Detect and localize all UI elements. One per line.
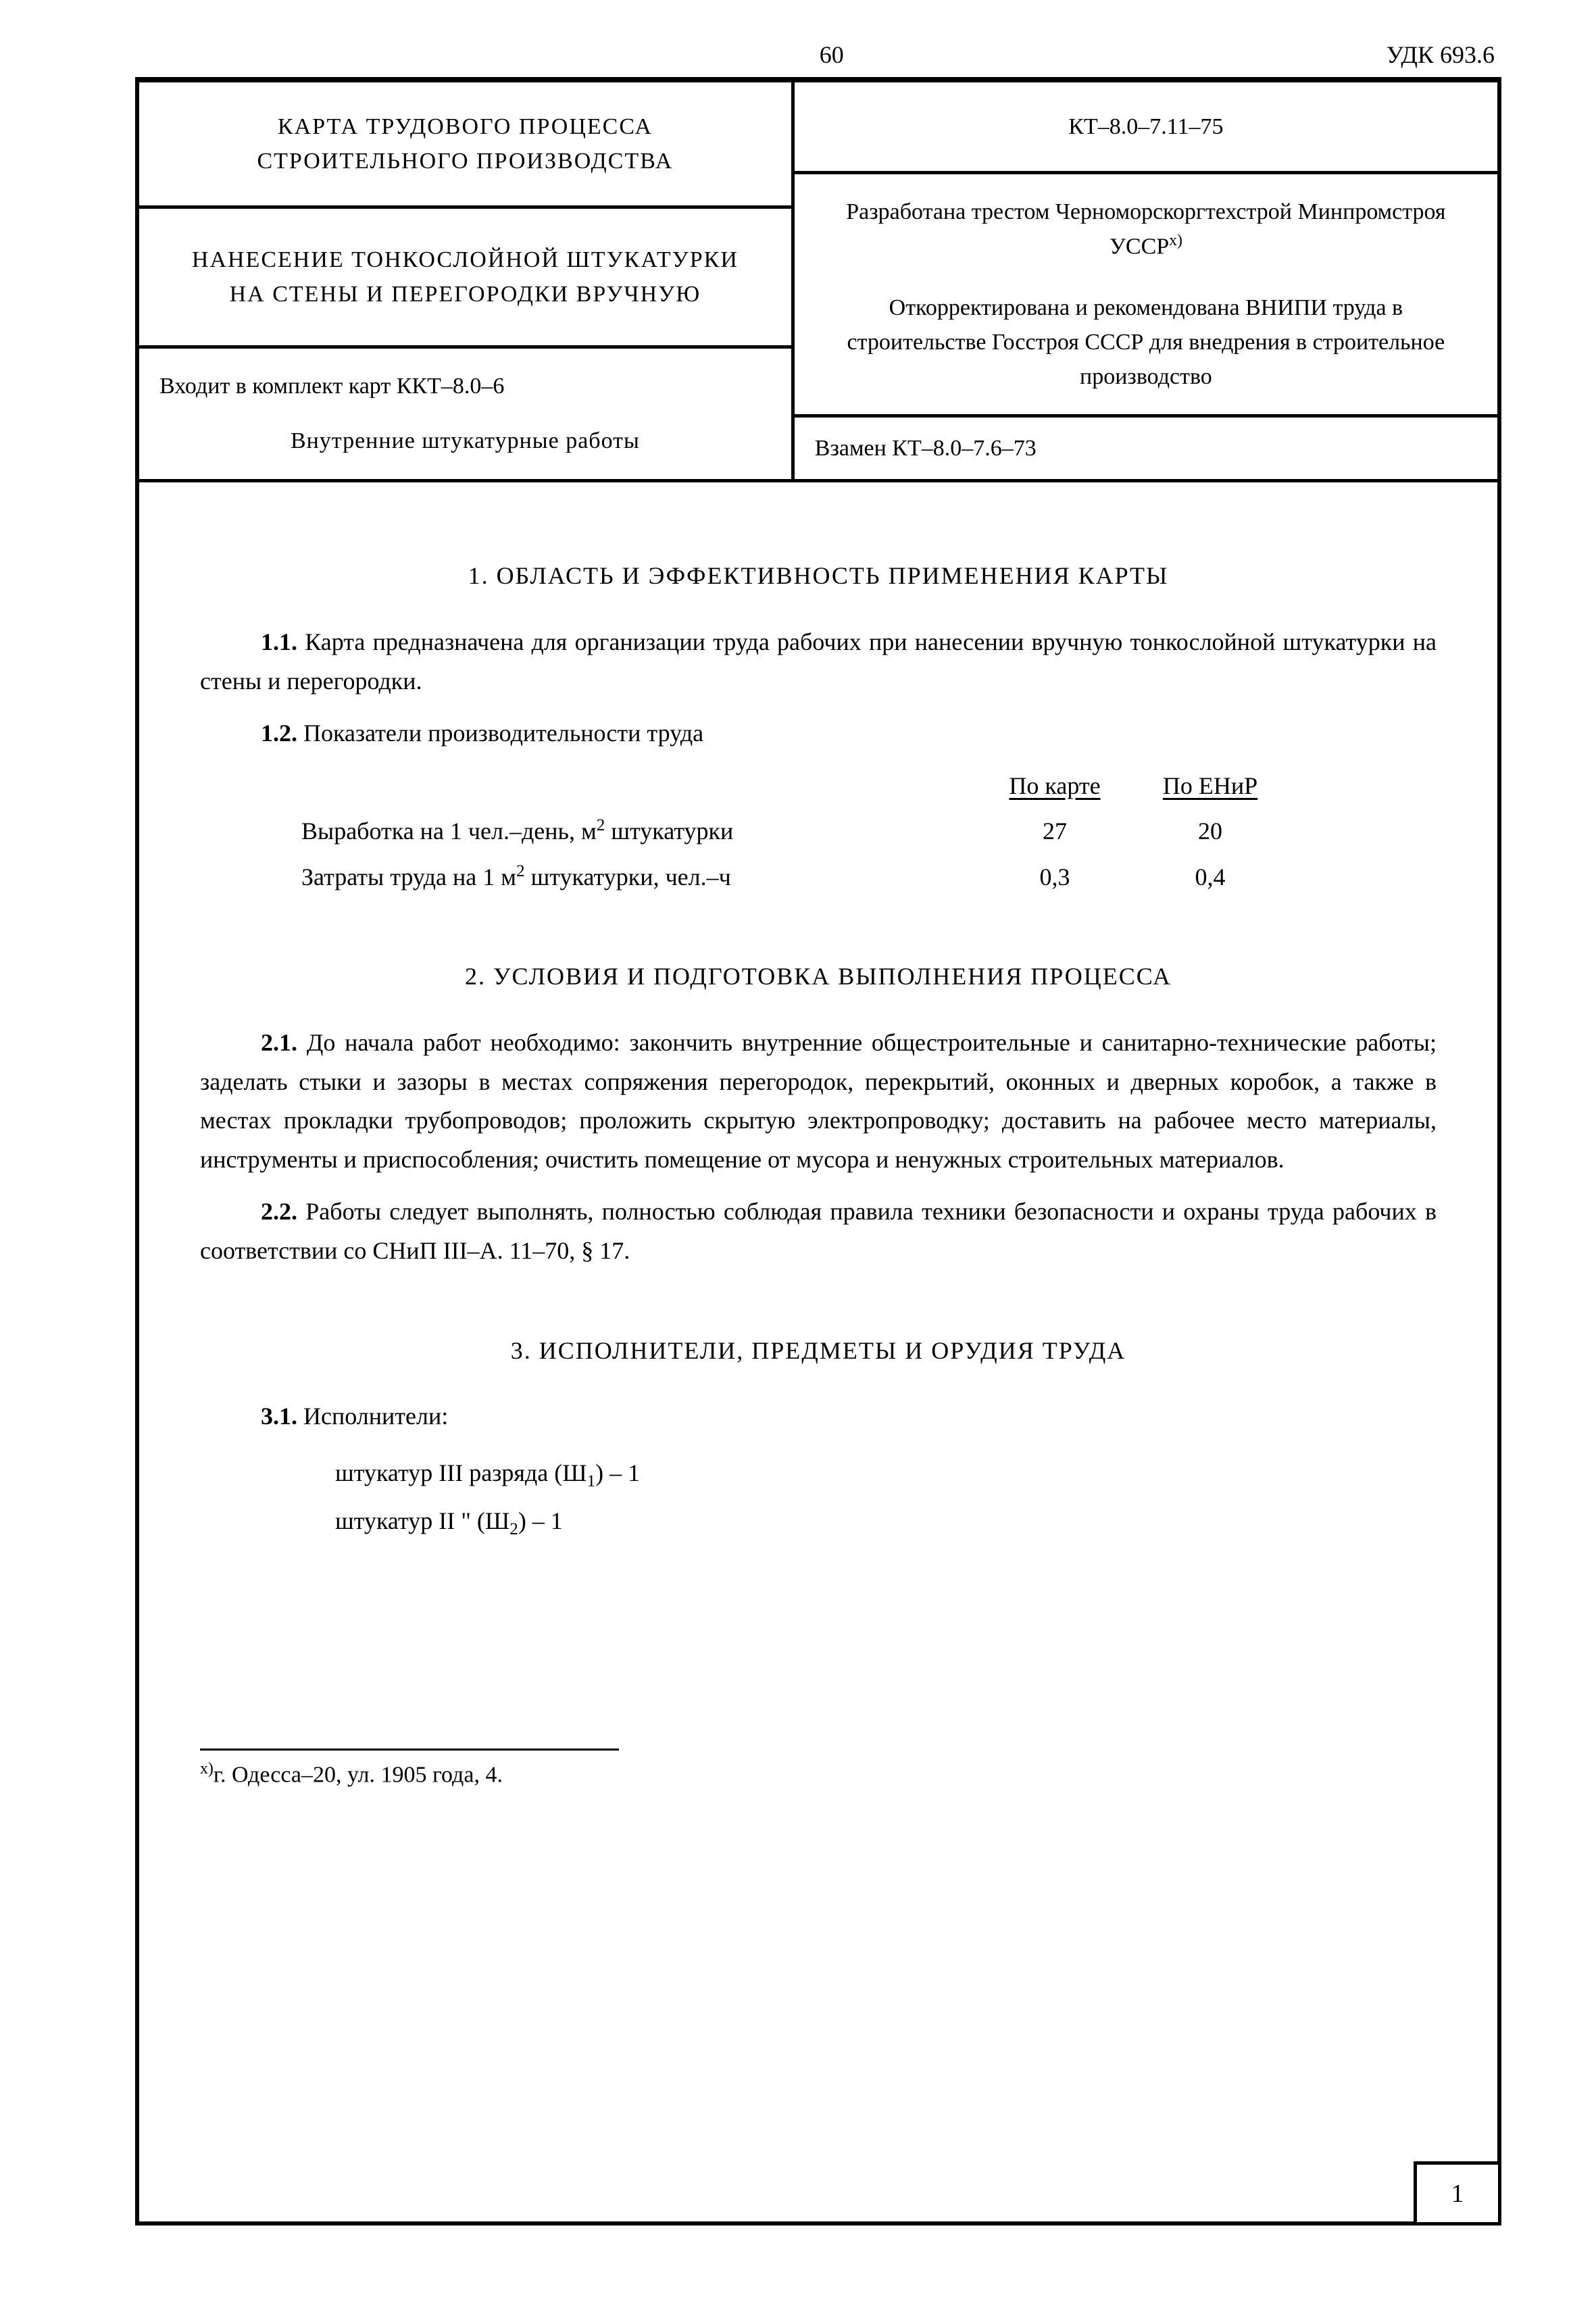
para-text-2-2: Работы следует выполнять, полностью собл… bbox=[200, 1198, 1437, 1264]
para-num-2-2: 2.2. bbox=[261, 1198, 297, 1225]
footnote-marker: х) bbox=[200, 1760, 214, 1778]
executor-1: штукатур III разряда (Ш1) – 1 bbox=[335, 1450, 1437, 1498]
footnote-rule bbox=[200, 1749, 619, 1751]
metrics-row-1-label: Выработка на 1 чел.–день, м2 штукатурки bbox=[301, 812, 977, 851]
document-code: КТ–8.0–7.11–75 bbox=[795, 82, 1497, 174]
metrics-r2-c2: 0,4 bbox=[1132, 858, 1288, 897]
metrics-col-1: По карте bbox=[977, 767, 1132, 806]
metrics-col-2: По ЕНиР bbox=[1132, 767, 1288, 806]
para-num-3-1: 3.1. bbox=[261, 1403, 297, 1430]
udc-code: УДК 693.6 bbox=[1387, 41, 1495, 69]
paragraph-2-2: 2.2. Работы следует выполнять, полностью… bbox=[200, 1192, 1437, 1270]
card-title: КАРТА ТРУДОВОГО ПРОЦЕССА СТРОИТЕЛЬНОГО П… bbox=[139, 82, 791, 209]
footnote: х)г. Одесса–20, ул. 1905 года, 4. bbox=[200, 1756, 1437, 1794]
metrics-row-2-label: Затраты труда на 1 м2 штукатурки, чел.–ч bbox=[301, 858, 977, 897]
set-info-1: Входит в комплект карт ККТ–8.0–6 bbox=[159, 369, 771, 403]
paragraph-2-1: 2.1. До начала работ необходимо: закончи… bbox=[200, 1024, 1437, 1179]
document-frame: КАРТА ТРУДОВОГО ПРОЦЕССА СТРОИТЕЛЬНОГО П… bbox=[135, 77, 1501, 2225]
para-num-1-2: 1.2. bbox=[261, 720, 297, 747]
page-number-box: 1 bbox=[1414, 2161, 1501, 2225]
para-num-2-1: 2.1. bbox=[261, 1029, 297, 1056]
section-2-title: 2. УСЛОВИЯ И ПОДГОТОВКА ВЫПОЛНЕНИЯ ПРОЦЕ… bbox=[200, 957, 1437, 997]
metrics-r1-c2: 20 bbox=[1132, 812, 1288, 851]
set-info-2: Внутренние штукатурные работы bbox=[159, 424, 771, 458]
footnote-marker-ref: х) bbox=[1169, 232, 1182, 249]
executors-list: штукатур III разряда (Ш1) – 1 штукатур I… bbox=[335, 1450, 1437, 1546]
paragraph-1-1: 1.1. Карта предназначена для организации… bbox=[200, 623, 1437, 701]
top-page-number: 60 bbox=[142, 41, 1387, 69]
corrected-by: Откорректирована и рекомендована ВНИПИ т… bbox=[847, 295, 1445, 389]
card-subtitle: НАНЕСЕНИЕ ТОНКОСЛОЙНОЙ ШТУКАТУРКИ НА СТЕ… bbox=[139, 209, 791, 349]
para-text-1-1: Карта предназначена для организации труд… bbox=[200, 628, 1437, 695]
metrics-table: По карте По ЕНиР Выработка на 1 чел.–ден… bbox=[301, 767, 1437, 897]
section-3-title: 3. ИСПОЛНИТЕЛИ, ПРЕДМЕТЫ И ОРУДИЯ ТРУДА bbox=[200, 1332, 1437, 1371]
metrics-r2-c1: 0,3 bbox=[977, 858, 1132, 897]
footnote-text: г. Одесса–20, ул. 1905 года, 4. bbox=[214, 1762, 503, 1787]
metrics-r1-c1: 27 bbox=[977, 812, 1132, 851]
para-text-3-1: Исполнители: bbox=[303, 1403, 448, 1430]
executor-2: штукатур II " (Ш2) – 1 bbox=[335, 1498, 1437, 1546]
replaces-info: Взамен КТ–8.0–7.6–73 bbox=[795, 418, 1497, 479]
section-1-title: 1. ОБЛАСТЬ И ЭФФЕКТИВНОСТЬ ПРИМЕНЕНИЯ КА… bbox=[200, 557, 1437, 596]
developed-by: Разработана трестом Черноморскоргтехстро… bbox=[846, 199, 1445, 259]
para-text-2-1: До начала работ необходимо: закончить вн… bbox=[200, 1029, 1437, 1173]
para-text-1-2: Показатели производительности труда bbox=[303, 720, 703, 747]
para-num-1-1: 1.1. bbox=[261, 628, 297, 655]
